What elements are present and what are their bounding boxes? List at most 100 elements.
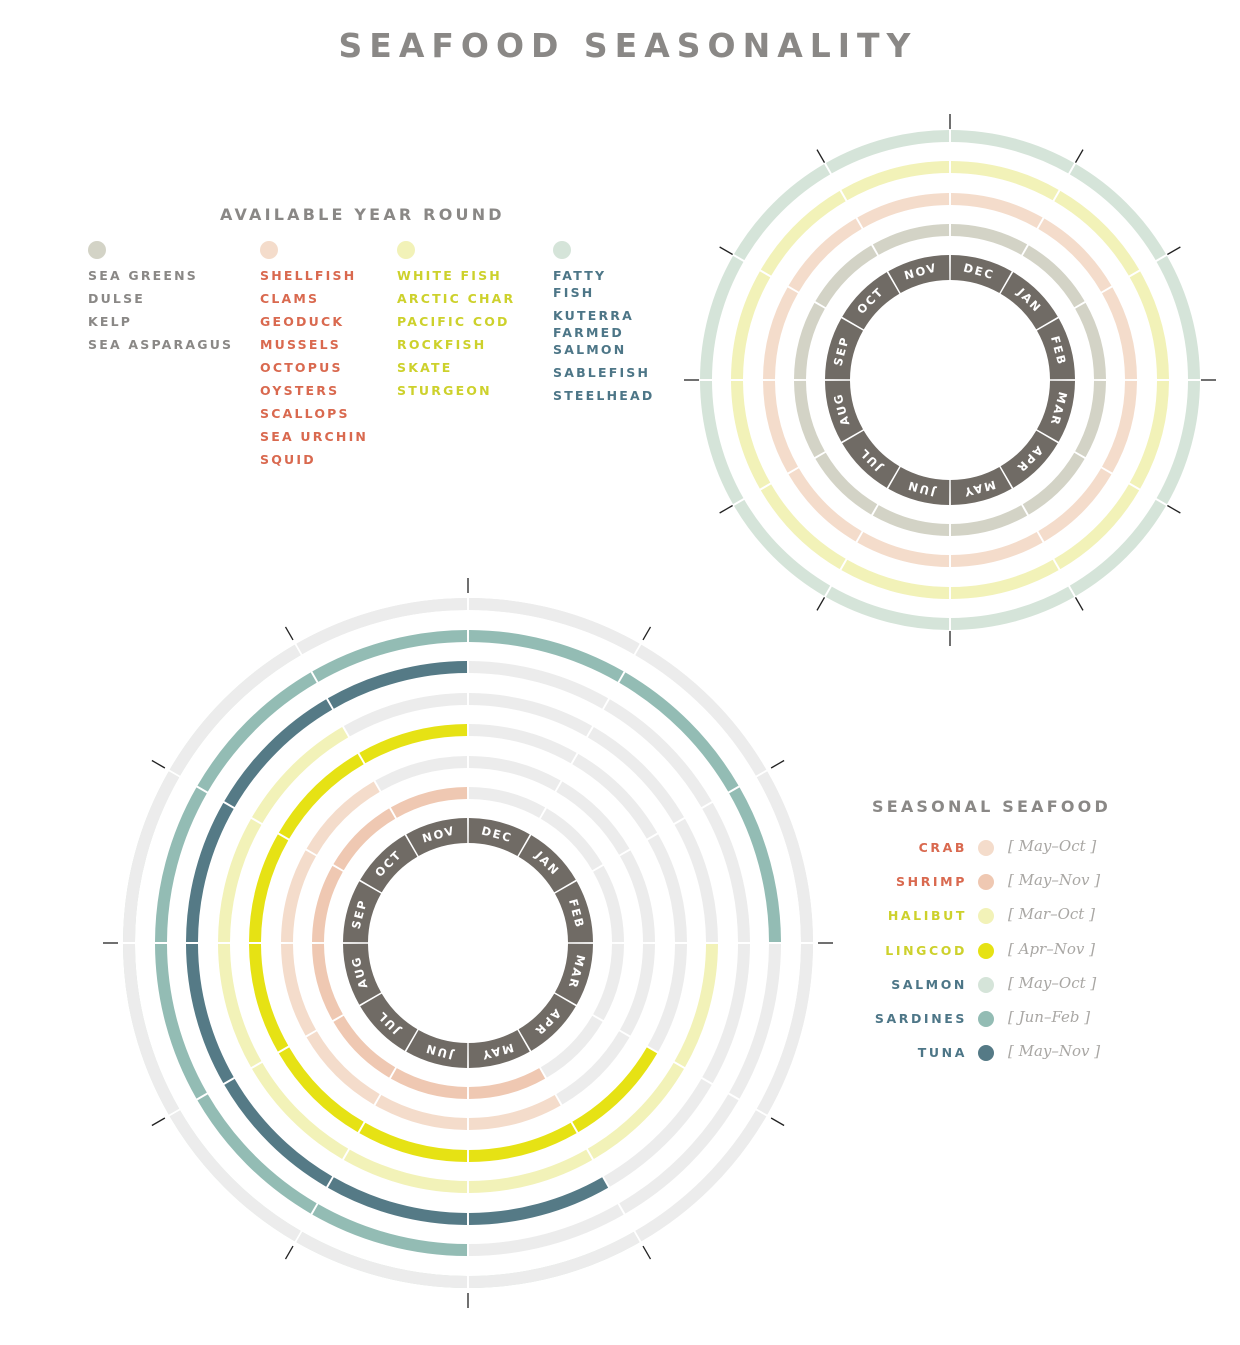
season-range: [ May–Oct ] — [1008, 837, 1097, 855]
month-segment — [1036, 380, 1075, 442]
group-item: KELP — [88, 314, 133, 329]
ring-segment-halibut — [674, 943, 718, 1068]
tick-mark — [642, 1245, 652, 1260]
color-swatch-icon — [978, 1011, 994, 1027]
color-swatch-icon — [397, 241, 415, 259]
ring-segment-white-fish — [1054, 484, 1140, 570]
group-name: SEA GREENS — [88, 268, 198, 283]
month-segment — [360, 993, 418, 1051]
tick-mark — [1167, 504, 1181, 514]
ring-segment-sea-greens — [794, 380, 825, 458]
month-segment — [554, 881, 593, 943]
season-range: [ Apr–Nov ] — [1008, 939, 1095, 958]
ring-segment-fatty-fish — [700, 380, 744, 505]
ring-segment-track — [169, 644, 301, 776]
ring-segment-shellfish — [857, 193, 950, 228]
group-item: OCTOPUS — [260, 360, 343, 375]
ring-segment-white-fish — [841, 559, 950, 599]
species-name: SARDINES — [874, 1011, 967, 1026]
month-segment — [842, 430, 900, 488]
ring-segment-sea-greens — [872, 505, 950, 536]
ring-segment-shrimp — [540, 1015, 603, 1078]
color-swatch-icon — [978, 840, 994, 856]
ring-segment-halibut — [343, 1149, 468, 1193]
ring-segment-shrimp — [390, 787, 468, 818]
tick-mark — [284, 1245, 294, 1260]
ring-segment-fatty-fish — [1156, 255, 1200, 380]
month-segment — [888, 466, 950, 505]
ring-segment-lingcod — [572, 753, 658, 839]
ring-segment-sea-greens — [950, 505, 1028, 536]
ring-segment-shrimp — [468, 787, 546, 818]
ring-segment-fatty-fish — [1156, 380, 1200, 505]
ring-segment-shellfish — [788, 218, 862, 292]
ring-segment-crab — [375, 756, 468, 791]
ring-segment-crab — [468, 1095, 561, 1130]
color-swatch-icon — [88, 241, 106, 259]
ring-segment-white-fish — [731, 380, 771, 489]
ring-segment-tuna — [603, 1078, 712, 1187]
ring-segment-track — [169, 1110, 301, 1242]
group-item: SEA ASPARAGUS — [88, 337, 234, 352]
group-item: STEELHEAD — [553, 388, 655, 403]
ring-segment-shrimp — [312, 943, 343, 1021]
ring-segment-white-fish — [1129, 271, 1169, 380]
ring-segment-sardines — [468, 1204, 624, 1256]
color-swatch-icon — [978, 874, 994, 891]
tick-mark — [1074, 597, 1084, 611]
ring-segment-tuna — [327, 661, 468, 709]
ring-segment-halibut — [218, 818, 262, 943]
ring-segment-shrimp — [312, 865, 343, 943]
ring-segment-tuna — [603, 699, 712, 808]
ring-segment-fatty-fish — [825, 130, 950, 174]
ring-segment-shellfish — [857, 532, 950, 567]
ring-segment-sea-greens — [950, 224, 1028, 255]
ring-segment-track — [123, 943, 180, 1115]
ring-segment-sea-greens — [1075, 380, 1106, 458]
ring-segment-tuna — [468, 1177, 609, 1225]
ring-segment-sea-greens — [815, 452, 878, 515]
ring-segment-sardines — [468, 630, 624, 682]
ring-segment-sea-greens — [872, 224, 950, 255]
ring-segment-sardines — [155, 787, 207, 943]
ring-segment-tuna — [702, 802, 750, 943]
tick-mark — [1167, 246, 1181, 256]
ring-segment-shellfish — [950, 532, 1043, 567]
ring-segment-halibut — [343, 693, 468, 737]
year-round-group: SEA GREENS DULSE KELP SEA ASPARAGUS — [88, 241, 258, 359]
month-segment — [360, 835, 418, 893]
ring-segment-white-fish — [841, 161, 950, 201]
page-title: SEAFOOD SEASONALITY — [338, 26, 918, 65]
ring-segment-tuna — [186, 943, 234, 1084]
color-swatch-icon — [553, 241, 571, 259]
ring-segment-white-fish — [950, 559, 1059, 599]
species-name: SALMON — [891, 976, 967, 992]
seasonal-legend-row: SARDINES [ Jun–Feb ] — [860, 1008, 1180, 1029]
ring-segment-halibut — [251, 726, 349, 824]
ring-segment-crab — [306, 1031, 380, 1105]
ring-segment-shellfish — [950, 193, 1043, 228]
ring-segment-tuna — [186, 802, 234, 943]
seasonal-legend-row: CRAB [ May–Oct ] — [860, 837, 1180, 858]
tick-mark — [151, 759, 166, 769]
ring-segment-crab — [306, 781, 380, 855]
ring-segment-track — [635, 1110, 767, 1242]
ring-segment-sardines — [729, 943, 781, 1099]
month-segment — [1000, 430, 1058, 488]
group-item: SQUID — [260, 452, 316, 467]
ring-segment-lingcod — [278, 1047, 364, 1133]
month-segment — [406, 1029, 468, 1068]
ring-segment-crab — [556, 1031, 630, 1105]
group-name: SHELLFISH — [260, 268, 357, 283]
ring-segment-shellfish — [763, 287, 798, 380]
ring-segment-shrimp — [468, 1068, 546, 1099]
ring-segment-lingcod — [647, 943, 687, 1052]
ring-segment-track — [468, 1231, 640, 1288]
ring-segment-crab — [281, 850, 316, 943]
ring-segment-white-fish — [1054, 190, 1140, 276]
season-range: [ May–Oct ] — [1008, 973, 1097, 992]
month-segment — [468, 1029, 530, 1068]
ring-segment-track — [756, 943, 813, 1115]
ring-segment-lingcod — [468, 724, 577, 764]
ring-segment-fatty-fish — [733, 499, 831, 597]
